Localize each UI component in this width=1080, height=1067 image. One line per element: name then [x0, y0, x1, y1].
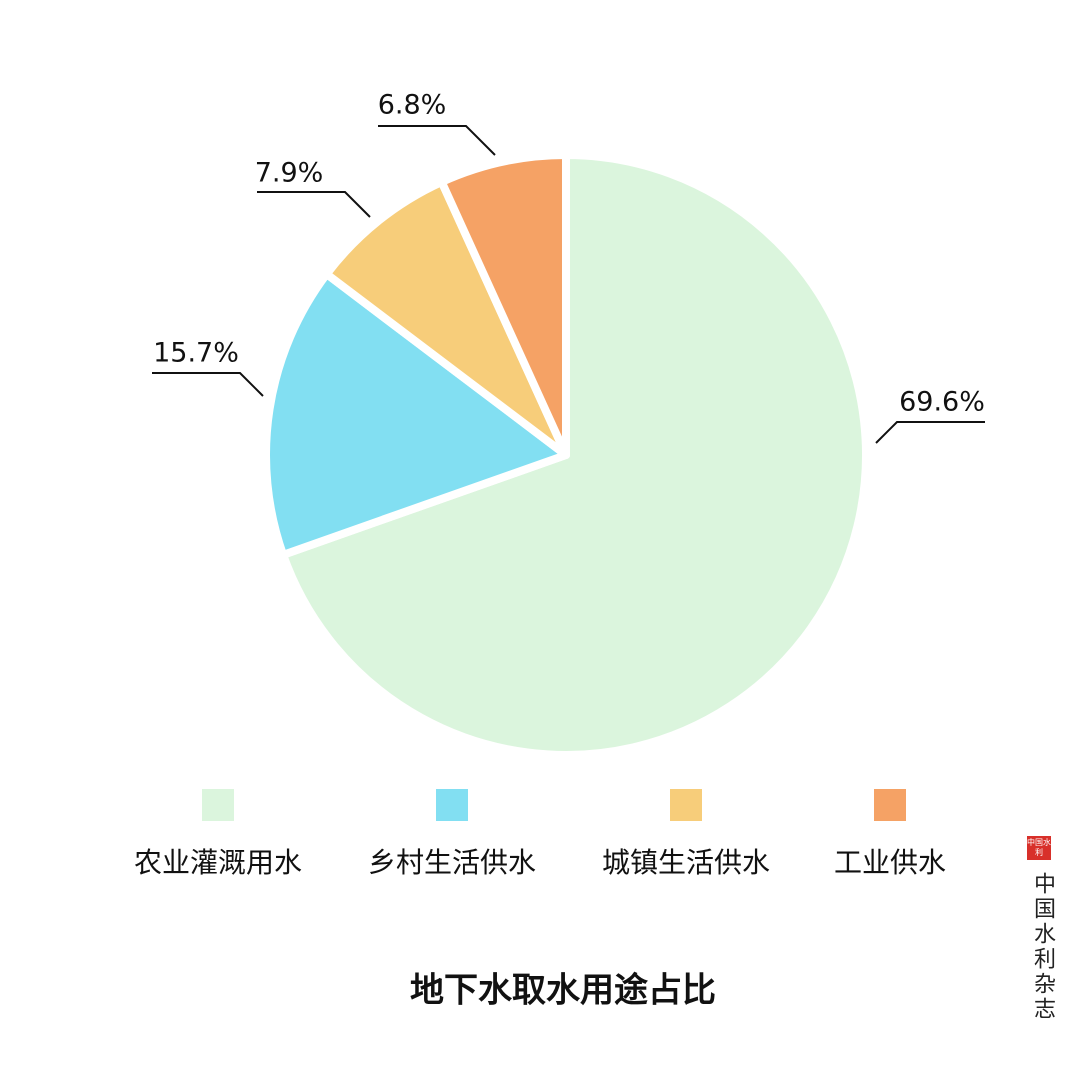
- data-label: 7.9%: [255, 158, 324, 189]
- legend-label: 农业灌溉用水: [134, 846, 302, 879]
- seal: 中国水利: [1027, 836, 1051, 860]
- leader-line: [875, 421, 985, 444]
- pie-slice: [322, 177, 570, 459]
- legend-label: 城镇生活供水: [602, 846, 770, 879]
- chart-title: 地下水取水用途占比: [410, 971, 716, 1011]
- data-label: 6.8%: [378, 90, 447, 121]
- data-label: 69.6%: [899, 387, 985, 418]
- legend-label: 工业供水: [834, 846, 946, 879]
- leader-line: [257, 191, 371, 218]
- leader-line: [378, 125, 496, 156]
- legend-swatch: [874, 789, 906, 821]
- legend-swatch: [670, 789, 702, 821]
- legend-swatch: [436, 789, 468, 821]
- pie-slice: [279, 151, 870, 759]
- pie-slice: [262, 270, 570, 559]
- pie-slice: [437, 151, 570, 459]
- legend-swatch: [202, 789, 234, 821]
- legend-label: 乡村生活供水: [368, 846, 536, 879]
- data-label: 15.7%: [153, 338, 239, 369]
- leader-line: [152, 372, 264, 397]
- watermark: 中国水利杂志: [1030, 872, 1055, 1022]
